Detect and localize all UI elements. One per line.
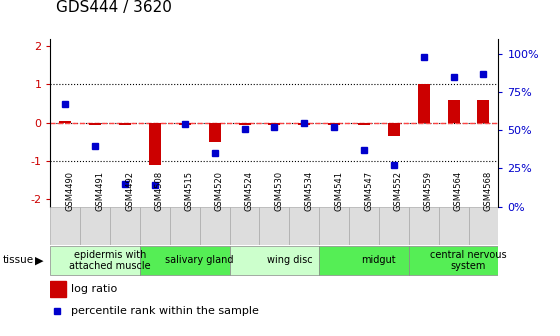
Bar [290,207,319,245]
Bar [50,281,66,297]
Bar [149,123,161,165]
Bar [319,207,349,245]
Bar [478,100,489,123]
Text: GSM4534: GSM4534 [304,171,313,211]
Bar [358,123,370,125]
Bar [379,207,409,245]
Bar [328,123,340,125]
Bar [179,123,191,125]
Text: ▶: ▶ [35,255,43,265]
Text: GDS444 / 3620: GDS444 / 3620 [56,0,172,15]
Bar [447,100,460,123]
Text: GSM4547: GSM4547 [364,171,373,211]
Bar [89,123,101,125]
Text: GSM4491: GSM4491 [95,171,104,211]
Bar [110,207,140,245]
Text: GSM4515: GSM4515 [185,171,194,211]
Bar [298,123,310,125]
Bar [140,246,230,275]
Text: GSM4490: GSM4490 [66,171,74,211]
Bar [409,207,438,245]
Bar [50,246,140,275]
Bar [438,207,469,245]
Text: midgut: midgut [362,255,396,265]
Text: GSM4552: GSM4552 [394,171,403,211]
Text: GSM4564: GSM4564 [454,171,463,211]
Text: GSM4541: GSM4541 [334,171,343,211]
Bar [239,123,250,125]
Bar [259,207,290,245]
Text: wing disc: wing disc [267,255,312,265]
Bar [418,84,430,123]
Bar [209,123,221,142]
Bar [388,123,400,136]
Bar [230,207,259,245]
Bar [268,123,281,125]
Bar [349,207,379,245]
Text: tissue: tissue [3,255,34,265]
Text: salivary gland: salivary gland [166,255,234,265]
Bar [409,246,498,275]
Text: GSM4492: GSM4492 [125,171,134,211]
Text: percentile rank within the sample: percentile rank within the sample [72,306,259,316]
Bar [119,123,131,125]
Text: GSM4568: GSM4568 [483,171,492,211]
Text: GSM4524: GSM4524 [245,171,254,211]
Bar [319,246,409,275]
Text: log ratio: log ratio [72,284,118,294]
Text: GSM4520: GSM4520 [214,171,223,211]
Bar [469,207,498,245]
Bar [59,121,71,123]
Bar [80,207,110,245]
Text: GSM4508: GSM4508 [155,171,164,211]
Bar [230,246,319,275]
Text: GSM4559: GSM4559 [424,171,433,211]
Text: epidermis with
attached muscle: epidermis with attached muscle [69,250,151,271]
Bar [50,207,80,245]
Bar [200,207,230,245]
Bar [140,207,170,245]
Text: central nervous
system: central nervous system [430,250,507,271]
Bar [170,207,200,245]
Text: GSM4530: GSM4530 [274,171,283,211]
